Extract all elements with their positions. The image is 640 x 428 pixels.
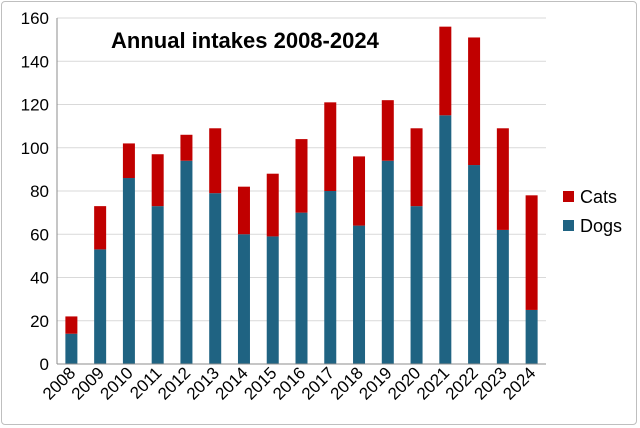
bar-dogs-2010	[122, 178, 135, 364]
bar-dogs-2018	[353, 225, 366, 364]
y-tick-label: 80	[30, 182, 49, 201]
y-tick-label: 160	[21, 9, 49, 28]
bar-dogs-2016	[295, 212, 308, 364]
y-tick-label: 120	[21, 96, 49, 115]
bar-dogs-2014	[237, 234, 250, 364]
y-tick-label: 60	[30, 225, 49, 244]
bar-dogs-2024	[525, 309, 538, 364]
bar-cats-2020	[410, 128, 423, 207]
bar-cats-2016	[295, 139, 308, 213]
legend-swatch-dogs	[563, 220, 574, 231]
bar-cats-2014	[237, 186, 250, 235]
x-tick-label: 2024	[499, 363, 539, 403]
bar-cats-2009	[94, 206, 107, 250]
x-tick-labels: 2008200920102011201220132014201520162017…	[39, 363, 539, 403]
bar-dogs-2009	[94, 249, 107, 364]
bar-dogs-2023	[496, 229, 509, 364]
bar-cats-2010	[122, 143, 135, 179]
chart-title: Annual intakes 2008-2024	[111, 28, 380, 53]
axes	[56, 18, 546, 365]
y-tick-label: 140	[21, 52, 49, 71]
bar-cats-2023	[496, 128, 509, 230]
bar-dogs-2015	[266, 236, 279, 364]
bar-dogs-2021	[439, 115, 452, 364]
bar-dogs-2019	[381, 160, 394, 364]
bar-cats-2013	[209, 128, 222, 194]
bar-cats-2022	[468, 37, 481, 166]
bar-cats-2008	[65, 316, 78, 334]
bar-dogs-2012	[180, 160, 193, 364]
bar-cats-2015	[266, 173, 279, 237]
y-tick-label: 100	[21, 139, 49, 158]
bar-dogs-2011	[151, 206, 164, 364]
y-tick-label: 40	[30, 269, 49, 288]
legend-label-dogs: Dogs	[580, 216, 622, 236]
bar-cats-2024	[525, 195, 538, 310]
bar-cats-2018	[353, 156, 366, 226]
legend-swatch-cats	[563, 191, 574, 202]
bar-dogs-2020	[410, 206, 423, 364]
legend-label-cats: Cats	[580, 187, 617, 207]
y-tick-labels: 0 20 40 60 80 100 120 140 160	[21, 9, 49, 374]
bar-cats-2019	[381, 100, 394, 161]
bar-dogs-2013	[209, 193, 222, 364]
bar-dogs-2017	[324, 191, 337, 364]
bar-cats-2017	[324, 102, 337, 191]
bar-cats-2012	[180, 134, 193, 161]
bar-cats-2011	[151, 154, 164, 207]
bars	[65, 26, 538, 364]
bar-dogs-2008	[65, 333, 78, 364]
y-tick-label: 20	[30, 312, 49, 331]
legend: Cats Dogs	[563, 187, 622, 236]
bar-dogs-2022	[468, 165, 481, 364]
y-tick-label: 0	[40, 355, 49, 374]
bar-cats-2021	[439, 26, 452, 116]
